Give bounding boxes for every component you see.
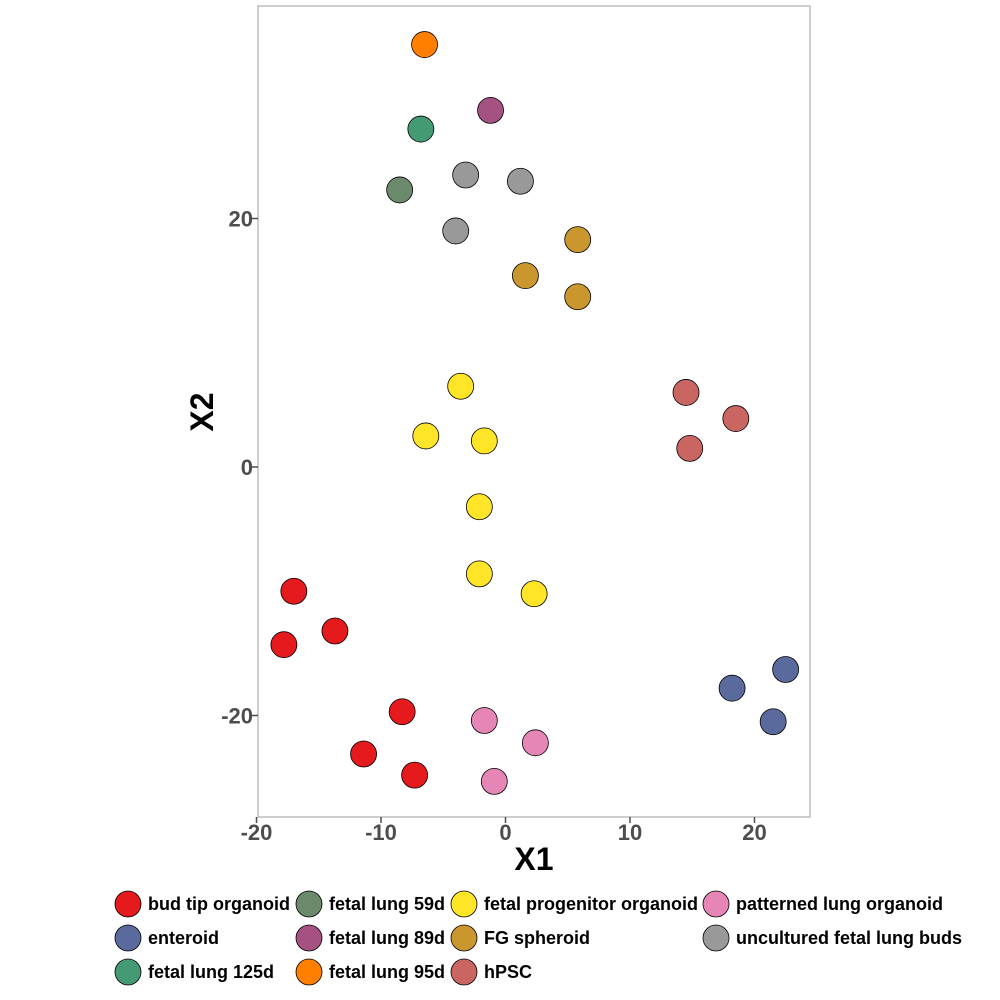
legend-item: enteroid	[114, 924, 219, 952]
data-point	[386, 176, 414, 204]
data-point	[477, 97, 504, 124]
legend-swatch	[114, 890, 142, 918]
data-point	[507, 167, 534, 195]
legend-label: FG spheroid	[484, 928, 590, 948]
y-axis-title: X2	[184, 392, 220, 431]
x-tick-label: -20	[241, 820, 273, 845]
x-tick-label: 10	[618, 820, 642, 845]
legend-swatch	[114, 958, 142, 986]
legend-label: fetal lung 95d	[329, 962, 445, 982]
legend: bud tip organoid enteroid fetal lung 125d f…	[114, 890, 962, 986]
legend-label: patterned lung organoid	[736, 894, 943, 914]
legend-label: hPSC	[484, 962, 532, 982]
data-point	[447, 372, 475, 400]
y-tick-label: 0	[241, 455, 253, 480]
legend-swatch	[295, 958, 323, 986]
data-point	[280, 577, 308, 605]
legend-item: fetal lung 59d	[295, 890, 445, 918]
x-tick-label: -10	[365, 820, 397, 845]
data-point	[452, 161, 480, 189]
legend-swatch	[114, 924, 142, 952]
data-point	[470, 707, 498, 734]
axis-ticks: -20 -10 0 10 20 -20 0 20	[221, 207, 767, 846]
legend-item: patterned lung organoid	[702, 890, 943, 918]
legend-item: hPSC	[450, 958, 532, 986]
legend-swatch	[450, 924, 478, 952]
data-point	[412, 422, 440, 450]
data-points	[270, 31, 800, 795]
data-point	[350, 740, 377, 768]
legend-swatch	[702, 890, 730, 918]
legend-swatch	[450, 890, 478, 918]
legend-item: fetal progenitor organoid	[450, 890, 698, 918]
legend-item: FG spheroid	[450, 924, 590, 952]
data-point	[465, 560, 493, 588]
data-point	[442, 217, 470, 245]
data-point	[521, 729, 549, 757]
data-point	[270, 631, 298, 659]
data-point	[512, 262, 539, 290]
legend-swatch	[295, 924, 323, 952]
legend-item: fetal lung 89d	[295, 924, 445, 952]
legend-item: fetal lung 95d	[295, 958, 445, 986]
data-point	[321, 617, 349, 645]
data-point	[722, 405, 750, 432]
data-point	[465, 493, 493, 521]
legend-item: bud tip organoid	[114, 890, 290, 918]
data-point	[470, 427, 498, 455]
data-point	[676, 434, 704, 462]
y-tick-label: -20	[221, 704, 253, 729]
legend-label: fetal lung 89d	[329, 928, 445, 948]
legend-label: fetal progenitor organoid	[484, 894, 698, 914]
legend-swatch	[450, 958, 478, 986]
data-point	[407, 115, 435, 143]
legend-swatch	[295, 890, 323, 918]
data-point	[718, 674, 746, 702]
plot-panel	[257, 5, 811, 818]
data-point	[759, 708, 787, 736]
data-point	[520, 580, 548, 608]
legend-item: fetal lung 125d	[114, 958, 274, 986]
data-point	[772, 656, 800, 683]
data-point	[480, 767, 508, 795]
data-point	[388, 698, 416, 726]
data-point	[564, 283, 592, 311]
data-point	[564, 226, 592, 254]
legend-label: bud tip organoid	[148, 894, 290, 914]
legend-swatch	[702, 924, 730, 952]
legend-label: uncultured fetal lung buds	[736, 928, 962, 948]
y-tick-label: 20	[229, 207, 253, 232]
x-axis-title: X1	[514, 841, 553, 877]
legend-label: fetal lung 59d	[329, 894, 445, 914]
x-tick-label: 0	[499, 820, 511, 845]
data-point	[411, 31, 438, 58]
legend-label: enteroid	[148, 928, 219, 948]
data-point	[401, 761, 429, 789]
legend-item: uncultured fetal lung buds	[702, 924, 962, 952]
x-tick-label: 20	[742, 820, 766, 845]
legend-label: fetal lung 125d	[148, 962, 274, 982]
data-point	[672, 379, 700, 406]
